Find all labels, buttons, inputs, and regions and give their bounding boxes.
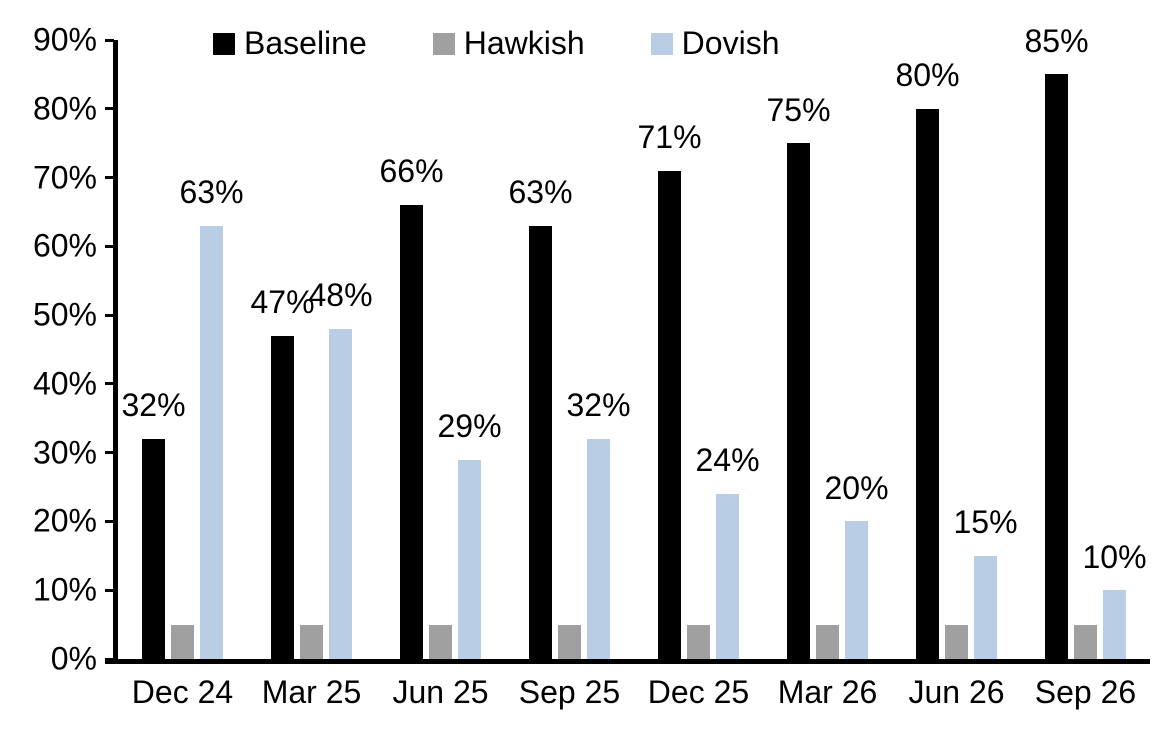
- x-axis-line: [105, 659, 1150, 664]
- bar-group-jun-25: 66% 29%: [376, 40, 505, 659]
- bar-hawkish-sep-25: [558, 624, 581, 659]
- x-tick-label-mar-26: Mar 26: [777, 674, 878, 710]
- y-tick-mark: [105, 107, 114, 111]
- data-label-dovish-sep-26: 10%: [1082, 538, 1147, 575]
- chart-legend: Baseline Hawkish Dovish: [213, 25, 780, 61]
- bar-hawkish-jun-26: [945, 624, 968, 659]
- y-tick-label-70: 70%: [32, 159, 97, 196]
- x-tick-label-mar-25: Mar 25: [261, 674, 362, 710]
- bar-baseline-mar-26: 75%: [766, 93, 831, 659]
- bar-dovish-sep-25: 32%: [566, 389, 631, 659]
- legend-label-baseline: Baseline: [244, 25, 367, 61]
- bar-dovish-mar-26: 20%: [824, 471, 889, 659]
- y-tick-mark: [105, 313, 114, 317]
- y-tick-label-0: 0%: [50, 640, 97, 677]
- y-tick-mark: [105, 244, 114, 248]
- y-tick-mark: [105, 451, 114, 455]
- data-label-dovish-jun-25: 29%: [437, 407, 502, 444]
- bar-group-sep-26: 85% 10%: [1021, 24, 1150, 659]
- bar-hawkish-jun-25: [429, 624, 452, 659]
- x-tick-label-jun-25: Jun 25: [392, 674, 489, 710]
- y-tick-label-30: 30%: [32, 434, 97, 471]
- bar-baseline-sep-26: 85%: [1024, 24, 1089, 659]
- legend-label-dovish: Dovish: [681, 25, 780, 61]
- bar-baseline-sep-25: 63%: [508, 176, 573, 659]
- bar-baseline-dec-24: 32%: [121, 389, 186, 659]
- data-label-dovish-dec-25: 24%: [695, 442, 760, 479]
- y-tick-label-60: 60%: [32, 227, 97, 264]
- bar-dovish-sep-26: 10%: [1082, 540, 1147, 659]
- bar-groups: 32% 63% 47% 48% 66% 29% 63% 32% 71% 24% 75% 20% 80% 1…: [118, 24, 1150, 659]
- data-label-dovish-jun-26: 15%: [953, 504, 1018, 541]
- data-label-baseline-mar-26: 75%: [766, 91, 831, 128]
- x-tick-label-dec-25: Dec 25: [647, 674, 750, 710]
- data-label-dovish-sep-25: 32%: [566, 387, 631, 424]
- bar-group-sep-25: 63% 32%: [505, 40, 634, 659]
- data-label-dovish-mar-26: 20%: [824, 469, 889, 506]
- y-tick-label-10: 10%: [32, 571, 97, 608]
- bar-dovish-dec-25: 24%: [695, 444, 760, 659]
- bar-hawkish-dec-25: [687, 624, 710, 659]
- y-tick-label-90: 90%: [32, 21, 97, 58]
- y-tick-label-80: 80%: [32, 90, 97, 127]
- data-label-baseline-dec-25: 71%: [637, 119, 702, 156]
- data-label-baseline-sep-25: 63%: [508, 174, 573, 211]
- bar-group-dec-24: 32% 63%: [118, 40, 247, 659]
- data-label-baseline-jun-26: 80%: [895, 57, 960, 94]
- data-label-baseline-mar-25: 47%: [250, 284, 315, 321]
- bar-group-mar-25: 47% 48%: [247, 40, 376, 659]
- y-tick-mark: [105, 176, 114, 180]
- bar-hawkish-mar-26: [816, 624, 839, 659]
- data-label-baseline-sep-26: 85%: [1024, 22, 1089, 59]
- bar-baseline-jun-25: 66%: [379, 155, 444, 659]
- y-tick-mark: [105, 38, 114, 42]
- bar-baseline-jun-26: 80%: [895, 59, 960, 659]
- bar-hawkish-mar-25: [300, 624, 323, 659]
- y-tick-mark: [105, 657, 114, 661]
- bar-dovish-jun-25: 29%: [437, 409, 502, 659]
- data-label-dovish-mar-25: 48%: [308, 277, 373, 314]
- plot-area: 32% 63% 47% 48% 66% 29% 63% 32% 71% 24% 75% 20% 80% 1…: [105, 24, 1150, 664]
- y-tick-mark: [105, 588, 114, 592]
- legend-item-dovish: Dovish: [650, 25, 780, 61]
- x-tick-label-dec-24: Dec 24: [131, 674, 234, 710]
- y-tick-mark: [105, 519, 114, 523]
- legend-item-baseline: Baseline: [213, 25, 367, 61]
- bar-dovish-dec-24: 63%: [179, 176, 244, 659]
- bar-dovish-jun-26: 15%: [953, 506, 1018, 659]
- y-tick-label-20: 20%: [32, 502, 97, 539]
- legend-swatch-dovish: [650, 32, 673, 55]
- x-tick-label-sep-26: Sep 26: [1034, 674, 1137, 710]
- legend-label-hawkish: Hawkish: [463, 25, 585, 61]
- data-label-baseline-jun-25: 66%: [379, 153, 444, 190]
- bar-baseline-dec-25: 71%: [637, 120, 702, 659]
- y-axis-tick-labels: 0% 10% 20% 30% 40% 50% 60% 70% 80% 90%: [0, 22, 97, 677]
- bar-hawkish-dec-24: [171, 624, 194, 659]
- bar-dovish-mar-25: 48%: [308, 279, 373, 659]
- y-axis-line: [113, 40, 118, 664]
- x-tick-label-jun-26: Jun 26: [908, 674, 1005, 710]
- data-label-baseline-dec-24: 32%: [121, 387, 186, 424]
- legend-swatch-baseline: [213, 32, 235, 55]
- bar-baseline-mar-25: 47%: [250, 286, 315, 659]
- x-tick-label-sep-25: Sep 25: [518, 674, 621, 710]
- data-label-dovish-dec-24: 63%: [179, 174, 244, 211]
- bar-group-jun-26: 80% 15%: [892, 40, 1021, 659]
- legend-swatch-hawkish: [432, 32, 455, 55]
- y-tick-label-40: 40%: [32, 365, 97, 402]
- bar-hawkish-sep-26: [1074, 624, 1097, 659]
- x-axis-tick-labels: Dec 24 Mar 25 Jun 25 Sep 25 Dec 25 Mar 26 Jun …: [118, 674, 1150, 711]
- legend-item-hawkish: Hawkish: [432, 25, 585, 61]
- bar-group-dec-25: 71% 24%: [634, 40, 763, 659]
- bar-group-mar-26: 75% 20%: [763, 40, 892, 659]
- y-tick-label-50: 50%: [32, 296, 97, 333]
- y-tick-mark: [105, 382, 114, 386]
